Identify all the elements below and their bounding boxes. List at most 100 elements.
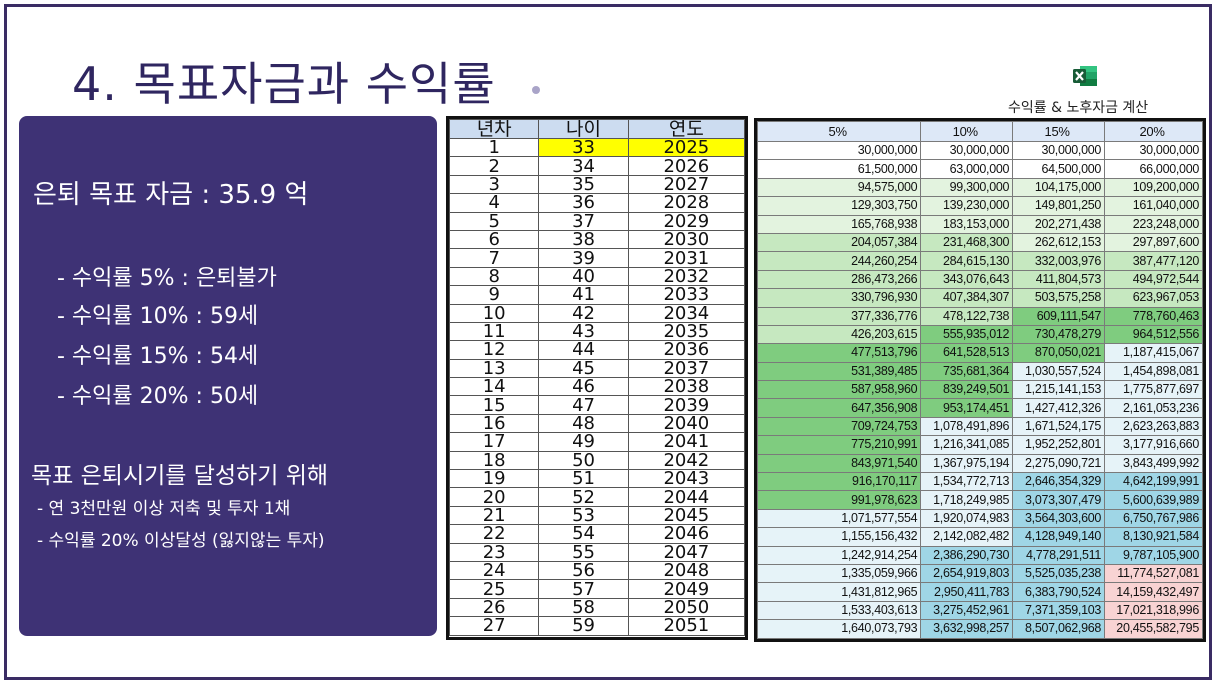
header-year-count: 년차 [448,119,540,139]
rate-15-result: - 수익률 15% : 54세 [57,344,259,369]
retirement-goal: 은퇴 목표 자금 : 35.9 억 [33,180,309,210]
rate-15-cell: 202,271,438 [1012,214,1106,234]
age-cell: 50 [538,450,629,471]
return-table-row: 709,724,753 1,078,491,896 1,671,524,175 2,6… [756,416,1203,437]
age-cell: 53 [538,505,629,526]
rate-15-cell: 262,612,153 [1012,232,1106,253]
rate-20-cell: 964,512,556 [1104,324,1203,345]
rate-20-cell: 1,187,415,067 [1104,343,1203,363]
year-cell: 2028 [627,193,746,213]
rate-5-cell: 587,958,960 [756,380,922,400]
year-cell: 2029 [627,211,746,231]
rate-15-cell: 4,128,949,140 [1012,527,1106,547]
rate-15-cell: 1,427,412,326 [1012,398,1106,418]
return-table-container: 5% 10% 15% 20% 30,000,000 30,000,000 30,00… [754,118,1206,642]
return-table-row: 1,071,577,554 1,920,074,983 3,564,303,600 6… [756,508,1203,529]
age-table-row: 14 46 2038 [448,377,746,397]
return-table-row: 286,473,266 343,076,643 411,804,573 494,972… [756,269,1203,290]
rate-5-cell: 1,335,059,966 [756,563,922,584]
rate-20-cell: 623,967,053 [1104,288,1203,308]
rate-15-cell: 1,215,141,153 [1012,380,1106,400]
age-cell: 57 [538,579,629,599]
age-table-row: 20 52 2044 [448,487,746,507]
age-cell: 51 [538,469,629,489]
rate-20-cell: 11,774,527,081 [1104,563,1203,584]
year-cell: 2044 [627,487,746,507]
rate-5-cell: 165,768,938 [756,214,922,234]
return-table-row: 330,796,930 407,384,307 503,575,258 623,967… [756,288,1203,308]
rate-20-cell: 5,600,639,989 [1104,490,1203,510]
age-table-row: 22 54 2046 [448,524,746,544]
age-table-row: 19 51 2043 [448,469,746,489]
year-cell: 2045 [627,505,746,526]
age-table-row: 25 57 2049 [448,579,746,599]
rate-20-cell: 2,161,053,236 [1104,398,1203,418]
rate-15-cell: 411,804,573 [1012,269,1106,290]
age-table-row: 8 40 2032 [448,266,746,287]
age-cell: 58 [538,597,629,618]
rate-5-cell: 286,473,266 [756,269,922,290]
age-cell: 33 [538,137,629,158]
return-table-row: 531,389,485 735,681,364 1,030,557,524 1,454… [756,361,1203,382]
year-cell: 2046 [627,524,746,544]
rate-5-cell: 30,000,000 [756,140,922,161]
rate-10-cell: 183,153,000 [920,214,1014,234]
return-table-row: 843,971,540 1,367,975,194 2,275,090,721 3,8… [756,453,1203,474]
age-cell: 54 [538,524,629,544]
year-count-cell: 20 [448,487,540,507]
year-count-cell: 22 [448,524,540,544]
rate-5-cell: 94,575,000 [756,177,922,198]
age-cell: 36 [538,193,629,213]
year-cell: 2041 [627,432,746,452]
age-cell: 37 [538,211,629,231]
age-table-row: 9 41 2033 [448,285,746,305]
age-table-row: 2 34 2026 [448,156,746,176]
return-table-row: 991,978,623 1,718,249,985 3,073,307,479 5,6… [756,490,1203,510]
rate-10-cell: 1,367,975,194 [920,453,1014,474]
rate-10-cell: 139,230,000 [920,196,1014,216]
age-cell: 44 [538,340,629,360]
year-cell: 2026 [627,156,746,176]
rate-20-cell: 3,843,499,992 [1104,453,1203,474]
year-cell: 2047 [627,542,746,562]
return-table-row: 647,356,908 953,174,451 1,427,412,326 2,161… [756,398,1203,418]
header-age: 나이 [538,119,629,139]
year-cell: 2051 [627,616,746,636]
rate-20-cell: 14,159,432,497 [1104,582,1203,602]
rate-10-cell: 63,000,000 [920,159,1014,179]
age-table-row: 24 56 2048 [448,560,746,581]
rate-5-cell: 477,513,796 [756,343,922,363]
excel-file-icon[interactable] [1072,64,1098,88]
rate-15-cell: 730,478,279 [1012,324,1106,345]
age-table-row: 7 39 2031 [448,248,746,268]
age-cell: 52 [538,487,629,507]
age-table-row: 26 58 2050 [448,597,746,618]
age-table-row: 5 37 2029 [448,211,746,231]
rate-20-cell: 30,000,000 [1104,140,1203,161]
age-table-row: 18 50 2042 [448,450,746,471]
rate-5-cell: 916,170,117 [756,472,922,492]
year-count-cell: 4 [448,193,540,213]
rate-5-cell: 1,533,403,613 [756,600,922,621]
age-table-row: 17 49 2041 [448,432,746,452]
year-count-cell: 24 [448,560,540,581]
rate-5-cell: 1,155,156,432 [756,527,922,547]
return-table-row: 477,513,796 641,528,513 870,050,021 1,187,4… [756,343,1203,363]
rate-10-cell: 839,249,501 [920,380,1014,400]
age-table-row: 11 43 2035 [448,321,746,342]
rate-10-cell: 30,000,000 [920,140,1014,161]
year-count-cell: 16 [448,413,540,434]
return-table-row: 1,533,403,613 3,275,452,961 7,371,359,103 1… [756,600,1203,621]
rate-5-cell: 129,303,750 [756,196,922,216]
rate-5-cell: 709,724,753 [756,416,922,437]
year-cell: 2037 [627,358,746,379]
year-count-cell: 21 [448,505,540,526]
rate-20-cell: 494,972,544 [1104,269,1203,290]
rate-15-cell: 7,371,359,103 [1012,600,1106,621]
rate-15-cell: 4,778,291,511 [1012,545,1106,565]
rate-10-cell: 284,615,130 [920,251,1014,271]
rate-5-cell: 61,500,000 [756,159,922,179]
excel-file-label[interactable]: 수익률 & 노후자금 계산 [1008,100,1149,116]
rate-15-cell: 2,275,090,721 [1012,453,1106,474]
rate-15-cell: 609,111,547 [1012,306,1106,326]
